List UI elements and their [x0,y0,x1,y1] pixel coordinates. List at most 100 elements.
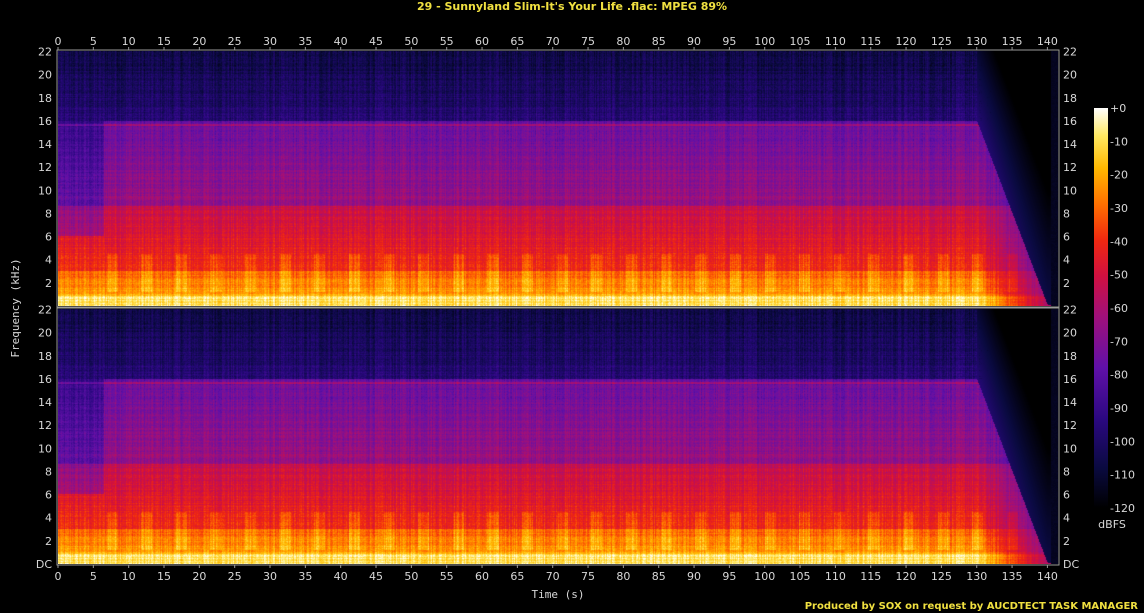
x-tick-label-bottom: 100 [754,570,775,583]
credit-text: Produced by SOX on request by AUCDTECT T… [805,601,1139,612]
y-tick-label-right: 18 [1063,92,1077,105]
y-tick-label-left: 6 [45,489,52,502]
x-tick-label-top: 90 [687,35,701,48]
y-tick-label-left: 10 [38,184,52,197]
y-tick-label-left: 4 [45,512,52,525]
y-tick-label-left: 10 [38,442,52,455]
x-tick-label-top: 70 [546,35,560,48]
colorbar: +0 -10 -20 -30 -40 -50 -60 -70 -80 -90 -100 -110 -12… [1094,102,1135,531]
x-tick-label-bottom: 40 [334,570,348,583]
x-tick-label-bottom: 115 [860,570,881,583]
bottom-plot-frame [56,307,1060,566]
y-tick-label-left: 16 [38,115,52,128]
x-tick-label-bottom: 90 [687,570,701,583]
y-tick-label-right: 14 [1063,138,1077,151]
y-tick-label-right: 2 [1063,535,1070,548]
y-tick-label-left: 22 [38,304,52,317]
x-tick-label-bottom: 140 [1037,570,1058,583]
x-tick-label-bottom: 105 [790,570,811,583]
colorbar-tick-label: -60 [1110,302,1128,315]
y-tick-label-left: 4 [45,254,52,267]
y-tick-label-left: 18 [38,92,52,105]
colorbar-tick-label: -100 [1110,435,1135,448]
x-tick-label-bottom: 60 [475,570,489,583]
x-tick-label-top: 120 [896,35,917,48]
y-tick-label-right: 16 [1063,115,1077,128]
colorbar-tick-label: -80 [1110,369,1128,382]
x-tick-label-top: 50 [404,35,418,48]
y-tick-label-right: 18 [1063,350,1077,363]
x-tick-label-top: 20 [192,35,206,48]
x-tick-label-bottom: 70 [546,570,560,583]
x-tick-label-top: 30 [263,35,277,48]
y-tick-label-left: 8 [45,465,52,478]
x-tick-label-top: 130 [966,35,987,48]
colorbar-tick-label: -70 [1110,335,1128,348]
y-tick-label-left: 12 [38,161,52,174]
x-tick-label-top: 45 [369,35,383,48]
y-tick-label-left: 2 [45,277,52,290]
colorbar-tick-label: -90 [1110,402,1128,415]
y-tick-label-right: 20 [1063,69,1077,82]
y-tick-label-right: DC [1063,558,1079,571]
x-tick-label-top: 0 [55,35,62,48]
x-tick-label-top: 135 [1002,35,1023,48]
x-tick-label-bottom: 10 [122,570,136,583]
x-tick-label-top: 60 [475,35,489,48]
y-tick-label-right: 4 [1063,254,1070,267]
x-tick-label-bottom: 20 [192,570,206,583]
x-tick-label-top: 100 [754,35,775,48]
y-tick-label-right: 2 [1063,277,1070,290]
y-tick-label-left: 16 [38,373,52,386]
y-tick-label-right: 8 [1063,207,1070,220]
x-tick-label-bottom: 85 [652,570,666,583]
x-tick-label-top: 115 [860,35,881,48]
y-tick-label-left: 14 [38,138,52,151]
colorbar-tick-label: -20 [1110,169,1128,182]
top-plot-frame [56,49,1060,308]
x-tick-label-top: 15 [157,35,171,48]
x-tick-label-top: 65 [510,35,524,48]
x-tick-label-top: 55 [440,35,454,48]
y-tick-label-left: DC [36,558,52,571]
colorbar-ticks: +0 -10 -20 -30 -40 -50 -60 -70 -80 -90 -100 -110 -12… [1110,102,1135,515]
top-channel-spectrogram [58,51,1058,306]
y-tick-label-right: 10 [1063,184,1077,197]
x-tick-label-bottom: 80 [616,570,630,583]
x-tick-label-bottom: 45 [369,570,383,583]
colorbar-tick-label: -50 [1110,269,1128,282]
y-tick-label-left: 8 [45,207,52,220]
x-tick-label-bottom: 55 [440,570,454,583]
x-tick-label-bottom: 0 [55,570,62,583]
x-tick-label-bottom: 25 [228,570,242,583]
x-tick-label-bottom: 50 [404,570,418,583]
x-tick-label-top: 85 [652,35,666,48]
bottom-channel-spectrogram [58,309,1058,564]
y-tick-label-right: 22 [1063,304,1077,317]
x-tick-label-top: 105 [790,35,811,48]
y-tick-label-right: 14 [1063,396,1077,409]
x-tick-label-bottom: 130 [966,570,987,583]
y-tick-label-right: 12 [1063,419,1077,432]
colorbar-tick-label: -120 [1110,502,1135,515]
chart-title: 29 - Sunnyland Slim-It's Your Life .flac… [417,0,727,13]
x-tick-label-bottom: 135 [1002,570,1023,583]
y-axis-label: Frequency (kHz) [9,258,22,357]
y-tick-label-left: 20 [38,69,52,82]
colorbar-gradient [1094,108,1108,508]
y-tick-label-right: 8 [1063,465,1070,478]
colorbar-label: dBFS [1098,518,1126,531]
y-tick-label-left: 22 [38,46,52,59]
x-axis-label: Time (s) [532,588,585,601]
x-tick-label-top: 95 [722,35,736,48]
x-tick-label-top: 125 [931,35,952,48]
y-tick-label-right: 22 [1063,46,1077,59]
y-tick-label-right: 12 [1063,161,1077,174]
x-tick-label-top: 5 [90,35,97,48]
x-tick-label-bottom: 30 [263,570,277,583]
x-tick-label-top: 10 [122,35,136,48]
y-tick-label-left: 2 [45,535,52,548]
x-tick-label-top: 25 [228,35,242,48]
